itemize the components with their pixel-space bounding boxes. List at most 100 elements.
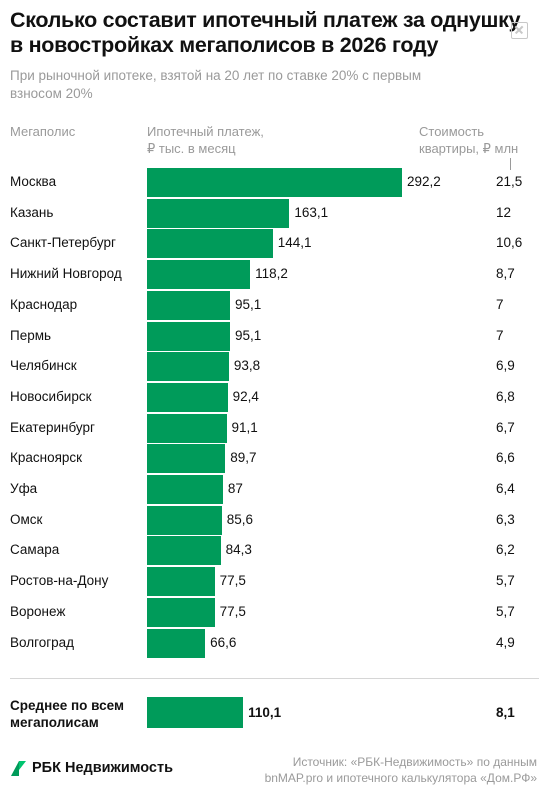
title-line: Сколько составит ипотечный платеж за одн… [10,8,521,32]
rbc-logo: РБК Недвижимость [10,758,173,778]
payment-value-label: 84,3 [225,542,252,558]
subtitle-line: взносом 20% [10,86,93,101]
payment-value-label: 92,4 [232,388,259,404]
payment-value-label: 95,1 [234,296,262,312]
bar-row: Санкт-Петербург 144,1 10,6 [0,228,549,259]
price-column-marker [510,158,511,170]
payment-bar [147,567,215,597]
payment-bar [147,260,251,290]
city-label: Омск [10,511,43,527]
city-label: Самара [10,542,60,558]
city-label: Пермь [10,327,52,343]
price-value-label: 7 [496,296,504,312]
bar-row: Омск 85,6 6,3 [0,505,549,536]
bar-row: Нижний Новгород 118,2 8,7 [0,259,549,290]
price-value-label: 10,6 [496,235,523,251]
column-header-price-line: квартиры, ₽ млн [419,141,519,156]
payment-value-label: 91,1 [231,419,258,435]
column-header-price-line: Стоимость [419,124,485,139]
bar-row: Челябинск 93,8 6,9 [0,351,549,382]
source-note: Источник: «РБК-Недвижимость» по данным b… [217,754,537,786]
payment-value-label: 87 [227,481,243,496]
price-value-label: 5,7 [496,573,515,589]
bar-row: Казань 163,1 12 [0,198,549,229]
payment-bar [147,413,227,443]
chart-subtitle: При рыночной ипотеке, взятой на 20 лет п… [10,67,530,103]
payment-bar [147,536,221,566]
price-value-label: 4,9 [496,634,515,650]
payment-value-label: 118,2 [255,266,288,282]
payment-value-label: 85,6 [226,511,253,527]
city-label: Воронеж [10,603,66,619]
city-label: Екатеринбург [10,419,95,435]
bar-row: Самара 84,3 6,2 [0,535,549,566]
price-value-label: 8,7 [496,266,515,282]
payment-bar [147,168,402,197]
payment-value-label: 95,1 [234,327,262,343]
city-label: Санкт-Петербург [10,235,116,251]
payment-value-label: 77,5 [219,603,246,619]
average-label: Среднее по всем мегаполисам [10,697,140,731]
price-value-label: 6,6 [496,450,515,466]
city-label: Ростов-на-Дону [10,573,109,589]
city-label: Волгоград [10,634,75,650]
payment-bar [147,198,290,228]
payment-bar [147,321,230,351]
payment-value-label: 163,1 [294,204,329,220]
payment-bar [147,382,228,412]
title-line: в новостройках мегаполисов в 2026 году [10,33,439,57]
payment-bar [147,352,229,382]
average-value-label: 110,1 [248,705,282,720]
price-value-label: 6,7 [496,419,515,435]
bar-row: Красноярск 89,7 6,6 [0,443,549,474]
average-label-line: Среднее по всем [10,698,124,713]
payment-bar [147,628,206,658]
bar-row: Воронеж 77,5 5,7 [0,597,549,628]
bar-row: Екатеринбург 91,1 6,7 [0,413,549,444]
payment-bar [147,229,273,259]
price-value-label: 6,2 [496,542,515,558]
city-label: Челябинск [10,358,77,374]
price-value-label: 21,5 [496,174,523,189]
city-label: Уфа [10,481,38,496]
average-label-line: мегаполисам [10,715,99,730]
payment-bar [147,290,230,320]
subtitle-line: При рыночной ипотеке, взятой на 20 лет п… [10,68,422,83]
bar-row: Краснодар 95,1 7 [0,290,549,321]
city-label: Казань [10,204,54,220]
city-label: Новосибирск [10,388,92,404]
payment-value-label: 144,1 [277,235,312,251]
source-line: Источник: «РБК-Недвижимость» по данным [292,755,537,769]
column-header-payment-line: ₽ тыс. в месяц [147,141,236,156]
column-header-payment: Ипотечный платеж, ₽ тыс. в месяц [147,123,327,157]
city-label: Москва [10,174,57,189]
rbc-logo-icon [10,760,27,777]
column-header-payment-line: Ипотечный платеж, [147,124,264,139]
payment-value-label: 89,7 [230,450,257,466]
chart-title: Сколько составит ипотечный платеж за одн… [10,8,530,58]
price-value-label: 5,7 [496,603,515,619]
payment-value-label: 93,8 [233,358,261,374]
corner-close-icon [511,22,528,39]
bar-row: Пермь 95,1 7 [0,321,549,352]
price-value-label: 6,3 [496,511,515,527]
city-label: Краснодар [10,296,78,312]
average-price-label: 8,1 [496,705,515,720]
column-header-price: Стоимость квартиры, ₽ млн [419,123,549,157]
price-value-label: 7 [496,327,504,343]
column-header-city: Мегаполис [10,124,76,139]
bar-row: Волгоград 66,6 4,9 [0,628,549,659]
payment-bar [147,444,226,474]
payment-value-label: 292,2 [407,174,441,189]
payment-bar [147,505,222,535]
logo-text: РБК Недвижимость [32,760,174,776]
payment-bar [147,475,223,504]
price-value-label: 6,4 [496,481,515,496]
price-value-label: 6,8 [496,388,515,404]
source-line: bnMAP.pro и ипотечного калькулятора «Дом… [264,771,537,785]
city-label: Нижний Новгород [10,266,122,282]
payment-value-label: 77,5 [219,573,246,589]
payment-value-label: 66,6 [210,634,237,650]
bar-row: Новосибирск 92,4 6,8 [0,382,549,413]
bar-row: Москва 292,2 21,5 [0,167,549,198]
